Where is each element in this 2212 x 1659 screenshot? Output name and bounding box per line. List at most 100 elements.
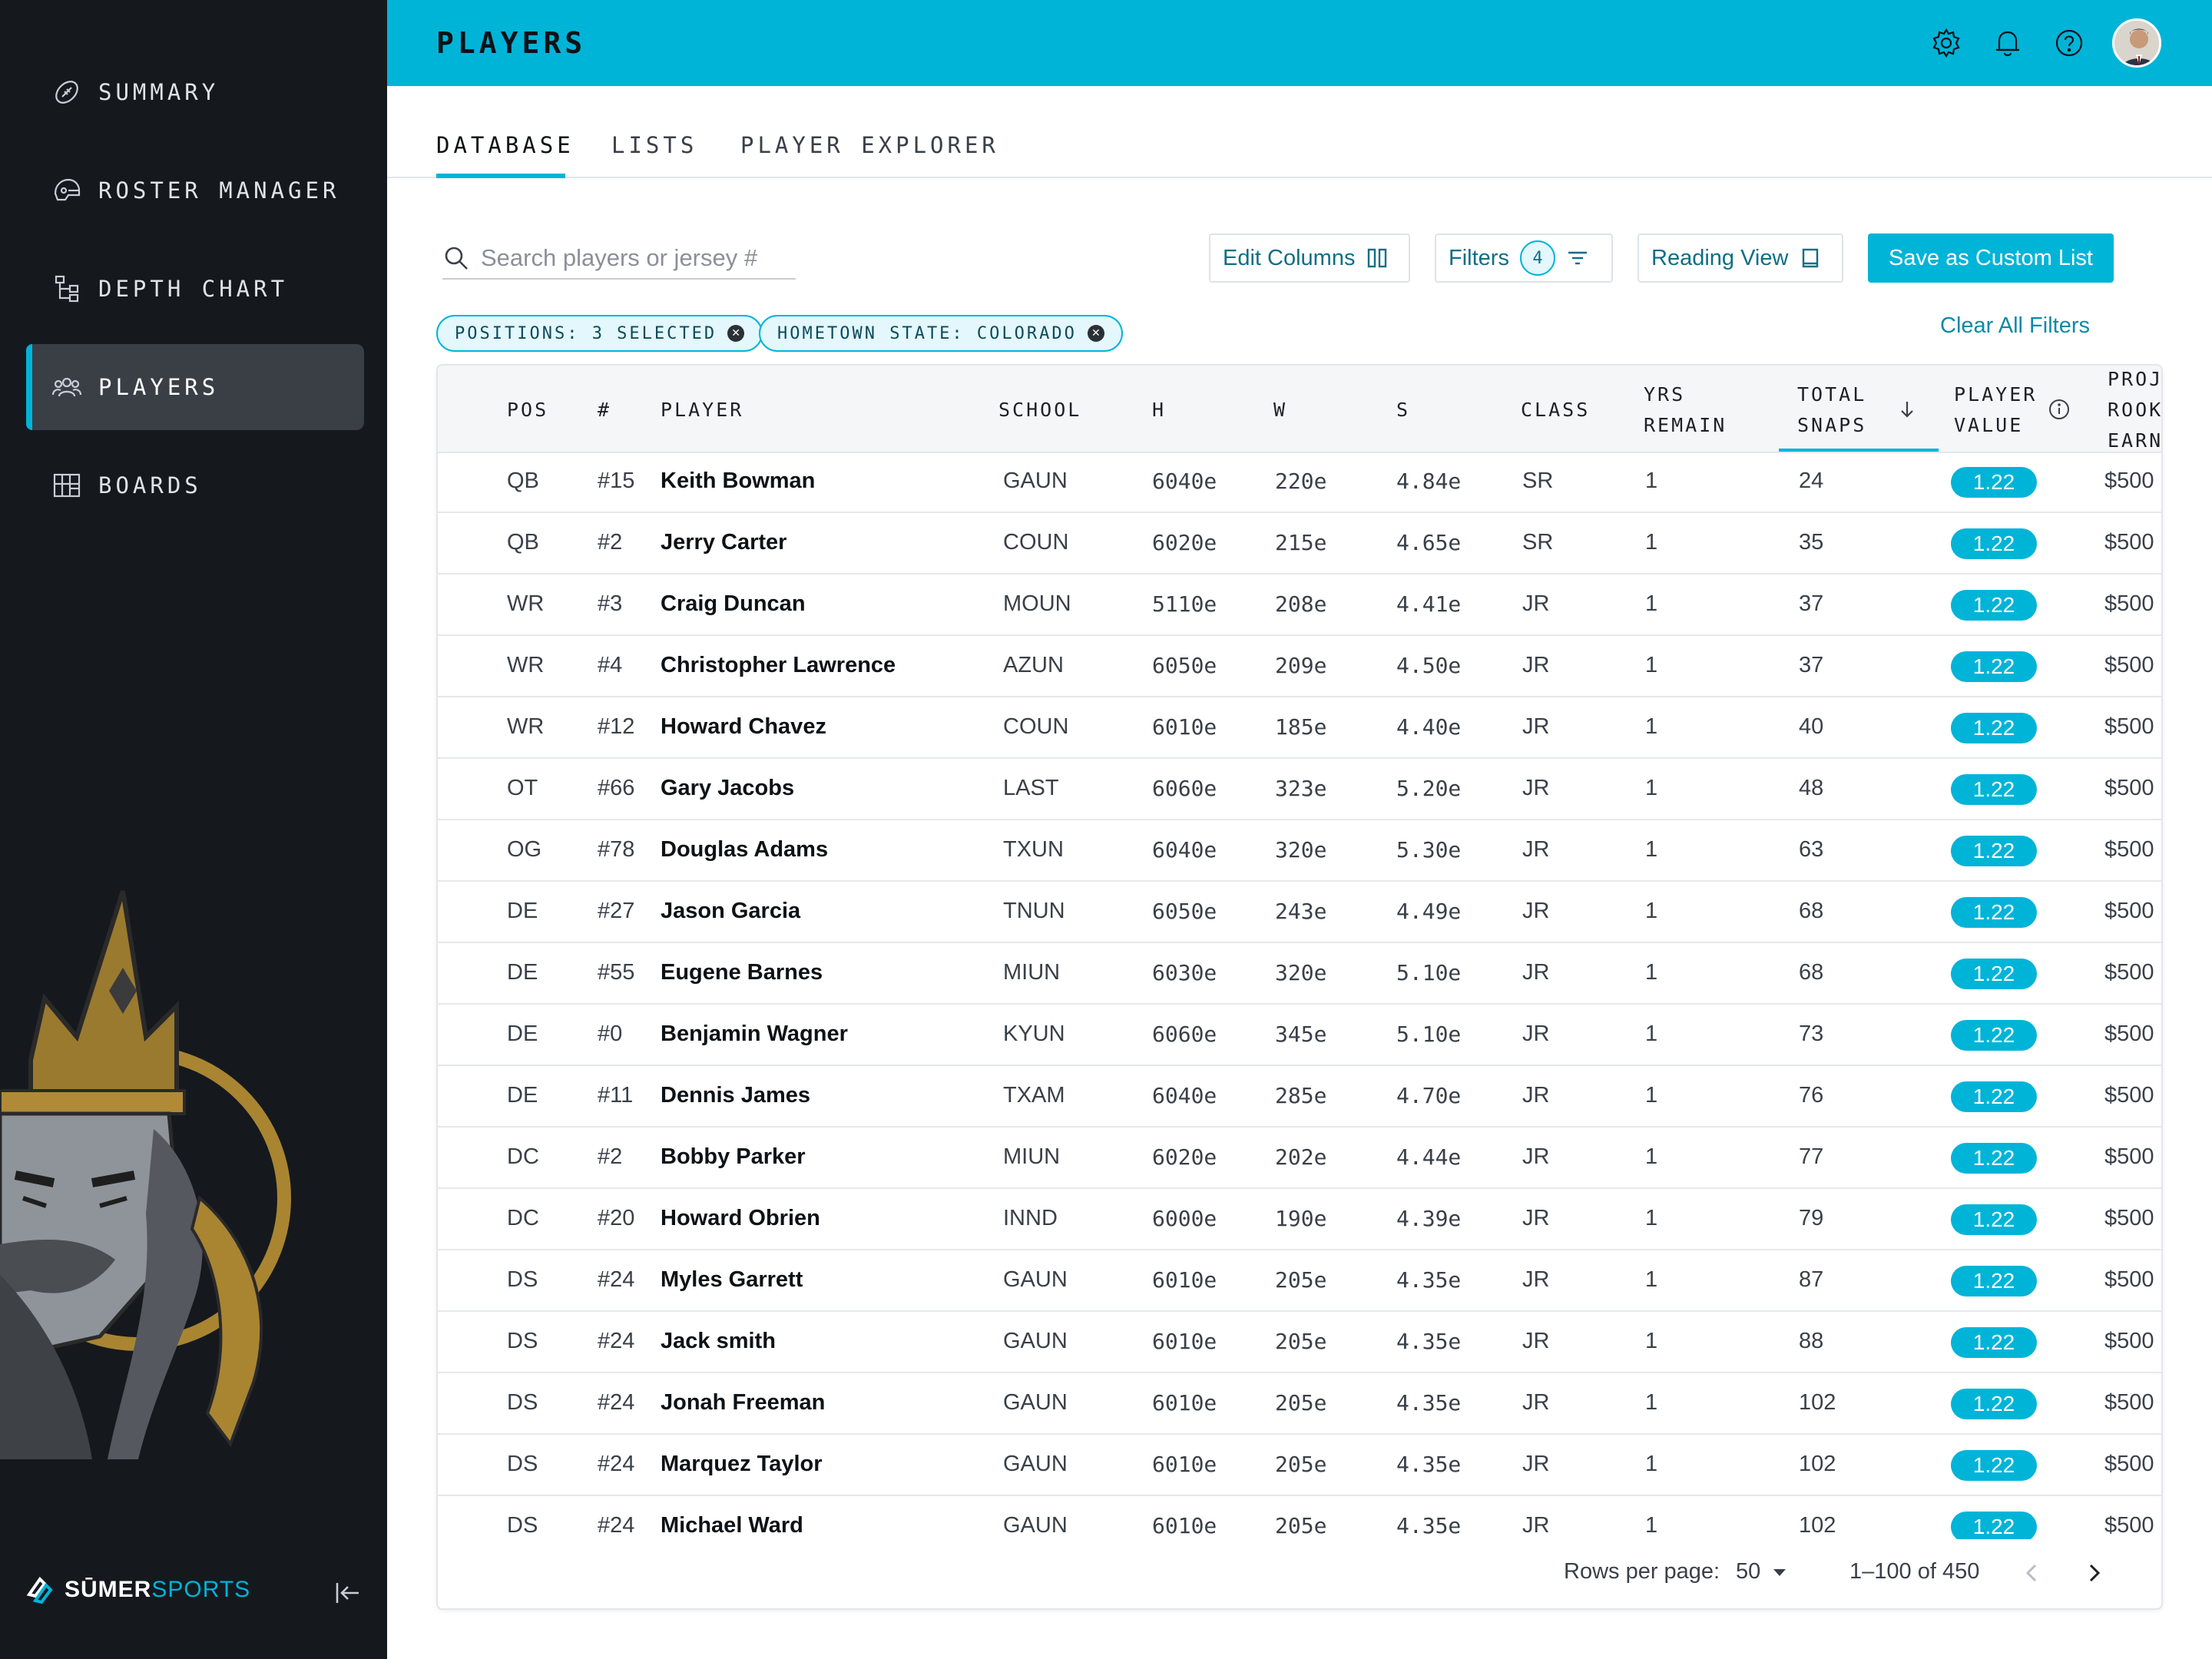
- cell-school: MIUN: [1003, 960, 1061, 985]
- column-header-number[interactable]: #: [598, 399, 612, 421]
- cell-player[interactable]: Benjamin Wagner: [661, 1022, 848, 1046]
- table-row[interactable]: DS #24 Marquez Taylor GAUN 6010e 205e 4.35e JR 1…: [438, 1435, 2161, 1496]
- cell-player[interactable]: Dennis James: [661, 1083, 811, 1108]
- column-header-pos[interactable]: POS: [507, 399, 549, 421]
- collapse-sidebar-button[interactable]: [330, 1576, 364, 1610]
- search-input[interactable]: [481, 244, 788, 272]
- previous-page-button[interactable]: [2017, 1558, 2048, 1588]
- player-value-pill: 1.22: [1951, 713, 2037, 743]
- cell-player[interactable]: Christopher Lawrence: [661, 653, 896, 677]
- table-row[interactable]: DE #55 Eugene Barnes MIUN 6030e 320e 5.10e JR 1 6…: [438, 943, 2161, 1005]
- reading-view-button[interactable]: Reading View: [1637, 233, 1843, 283]
- cell-height: 6040e: [1152, 469, 1217, 494]
- table-row[interactable]: OT #66 Gary Jacobs LAST 6060e 323e 5.20e JR 1 48 $…: [438, 759, 2161, 820]
- sidebar-item-players[interactable]: PLAYERS: [26, 344, 364, 430]
- cell-total-snaps: 48: [1799, 776, 1824, 800]
- cell-proj-earnings: $500: [2104, 899, 2154, 923]
- cell-player[interactable]: Craig Duncan: [661, 591, 806, 616]
- football-icon: [51, 76, 83, 108]
- sidebar-item-summary[interactable]: SUMMARY: [26, 49, 364, 135]
- edit-columns-button[interactable]: Edit Columns: [1209, 233, 1410, 283]
- filter-chip-positions[interactable]: POSITIONS: 3 SELECTED ✕: [436, 315, 763, 352]
- notifications-button[interactable]: [1989, 25, 2026, 61]
- cell-player[interactable]: Douglas Adams: [661, 837, 829, 862]
- cell-player[interactable]: Myles Garrett: [661, 1267, 803, 1292]
- cell-school: LAST: [1003, 776, 1059, 800]
- cell-player[interactable]: Jerry Carter: [661, 530, 787, 555]
- cell-yrs-remain: 1: [1645, 469, 1658, 493]
- info-icon[interactable]: [2048, 398, 2071, 421]
- header-line: REMAIN: [1644, 414, 1727, 436]
- table-row[interactable]: OG #78 Douglas Adams TXUN 6040e 320e 5.30e JR 1 6…: [438, 820, 2161, 882]
- sort-descending-icon[interactable]: [1897, 399, 1917, 419]
- sidebar-item-boards[interactable]: BOARDS: [26, 442, 364, 528]
- cell-class: JR: [1522, 591, 1550, 616]
- pagination: Rows per page: 50 1–100 of 450: [438, 1539, 2161, 1608]
- remove-chip-icon[interactable]: ✕: [727, 325, 745, 342]
- cell-player[interactable]: Jack smith: [661, 1329, 776, 1353]
- cell-player[interactable]: Eugene Barnes: [661, 960, 823, 985]
- cell-player[interactable]: Keith Bowman: [661, 469, 816, 493]
- column-header-weight[interactable]: W: [1273, 399, 1288, 421]
- sidebar-item-label: SUMMARY: [98, 79, 220, 105]
- tab-lists[interactable]: LISTS: [611, 132, 698, 158]
- table-row[interactable]: DS #24 Jack smith GAUN 6010e 205e 4.35e JR 1 88 $5…: [438, 1312, 2161, 1373]
- remove-chip-icon[interactable]: ✕: [1087, 325, 1104, 342]
- table-row[interactable]: DS #24 Myles Garrett GAUN 6010e 205e 4.35e JR 1 8…: [438, 1250, 2161, 1312]
- cell-player[interactable]: Marquez Taylor: [661, 1452, 823, 1476]
- cell-number: #78: [598, 837, 635, 862]
- cell-player[interactable]: Howard Obrien: [661, 1206, 820, 1230]
- cell-school: KYUN: [1003, 1022, 1065, 1046]
- table-row[interactable]: DS #24 Jonah Freeman GAUN 6010e 205e 4.35e JR 1 1…: [438, 1373, 2161, 1435]
- filters-button[interactable]: Filters 4: [1435, 233, 1613, 283]
- cell-player[interactable]: Jason Garcia: [661, 899, 801, 923]
- cell-school: GAUN: [1003, 1267, 1068, 1292]
- cell-player[interactable]: Michael Ward: [661, 1513, 803, 1538]
- player-value-pill: 1.22: [1951, 959, 2037, 989]
- cell-weight: 320e: [1275, 960, 1327, 985]
- column-header-school[interactable]: SCHOOL: [998, 399, 1082, 421]
- save-custom-list-button[interactable]: Save as Custom List: [1868, 233, 2114, 283]
- table-row[interactable]: WR #12 Howard Chavez COUN 6010e 185e 4.40e JR 1 4…: [438, 697, 2161, 759]
- table-row[interactable]: WR #4 Christopher Lawrence AZUN 6050e 209e 4.5…: [438, 636, 2161, 697]
- table-row[interactable]: DC #20 Howard Obrien INND 6000e 190e 4.39e JR 1 7…: [438, 1189, 2161, 1250]
- cell-school: INND: [1003, 1206, 1058, 1230]
- cell-class: JR: [1522, 837, 1550, 862]
- cell-player[interactable]: Jonah Freeman: [661, 1390, 826, 1415]
- next-page-button[interactable]: [2078, 1558, 2109, 1588]
- table-row[interactable]: QB #2 Jerry Carter COUN 6020e 215e 4.65e SR 1 35 $…: [438, 513, 2161, 575]
- table-row[interactable]: WR #3 Craig Duncan MOUN 5110e 208e 4.41e JR 1 37 $…: [438, 575, 2161, 636]
- cell-yrs-remain: 1: [1645, 837, 1658, 862]
- cell-total-snaps: 102: [1799, 1513, 1836, 1538]
- cell-player[interactable]: Gary Jacobs: [661, 776, 795, 800]
- help-button[interactable]: [2051, 25, 2088, 61]
- cell-player[interactable]: Bobby Parker: [661, 1144, 806, 1169]
- table-row[interactable]: DE #0 Benjamin Wagner KYUN 6060e 345e 5.10e JR 1…: [438, 1005, 2161, 1066]
- avatar[interactable]: [2112, 18, 2161, 68]
- cell-speed: 4.49e: [1396, 899, 1462, 924]
- filter-chip-hometown-state[interactable]: HOMETOWN STATE: COLORADO ✕: [759, 315, 1123, 352]
- column-header-speed[interactable]: S: [1396, 399, 1411, 421]
- header-line: YRS: [1644, 383, 1686, 406]
- table-row[interactable]: QB #15 Keith Bowman GAUN 6040e 220e 4.84e SR 1 24…: [438, 452, 2161, 513]
- column-header-class[interactable]: CLASS: [1521, 399, 1591, 421]
- cell-height: 6050e: [1152, 653, 1217, 678]
- cell-yrs-remain: 1: [1645, 1022, 1658, 1046]
- cell-pos: DE: [507, 1022, 538, 1046]
- sidebar-item-roster-manager[interactable]: ROSTER MANAGER: [26, 147, 364, 233]
- header-line: EARN: [2108, 429, 2163, 452]
- settings-button[interactable]: [1928, 25, 1965, 61]
- column-header-player[interactable]: PLAYER: [661, 399, 744, 421]
- tab-database[interactable]: DATABASE: [436, 132, 575, 158]
- clear-all-filters-link[interactable]: Clear All Filters: [1940, 313, 2090, 338]
- table-row[interactable]: DC #2 Bobby Parker MIUN 6020e 202e 4.44e JR 1 77 $…: [438, 1128, 2161, 1189]
- table-row[interactable]: DE #27 Jason Garcia TNUN 6050e 243e 4.49e JR 1 68…: [438, 882, 2161, 943]
- cell-speed: 4.35e: [1396, 1513, 1462, 1538]
- sidebar-item-depth-chart[interactable]: DEPTH CHART: [26, 246, 364, 332]
- cell-speed: 5.20e: [1396, 776, 1462, 801]
- tab-player-explorer[interactable]: PLAYER EXPLORER: [740, 132, 999, 158]
- cell-player[interactable]: Howard Chavez: [661, 714, 826, 739]
- table-row[interactable]: DE #11 Dennis James TXAM 6040e 285e 4.70e JR 1 76…: [438, 1066, 2161, 1128]
- rows-per-page-select[interactable]: 50: [1736, 1559, 1790, 1584]
- column-header-height[interactable]: H: [1152, 399, 1167, 421]
